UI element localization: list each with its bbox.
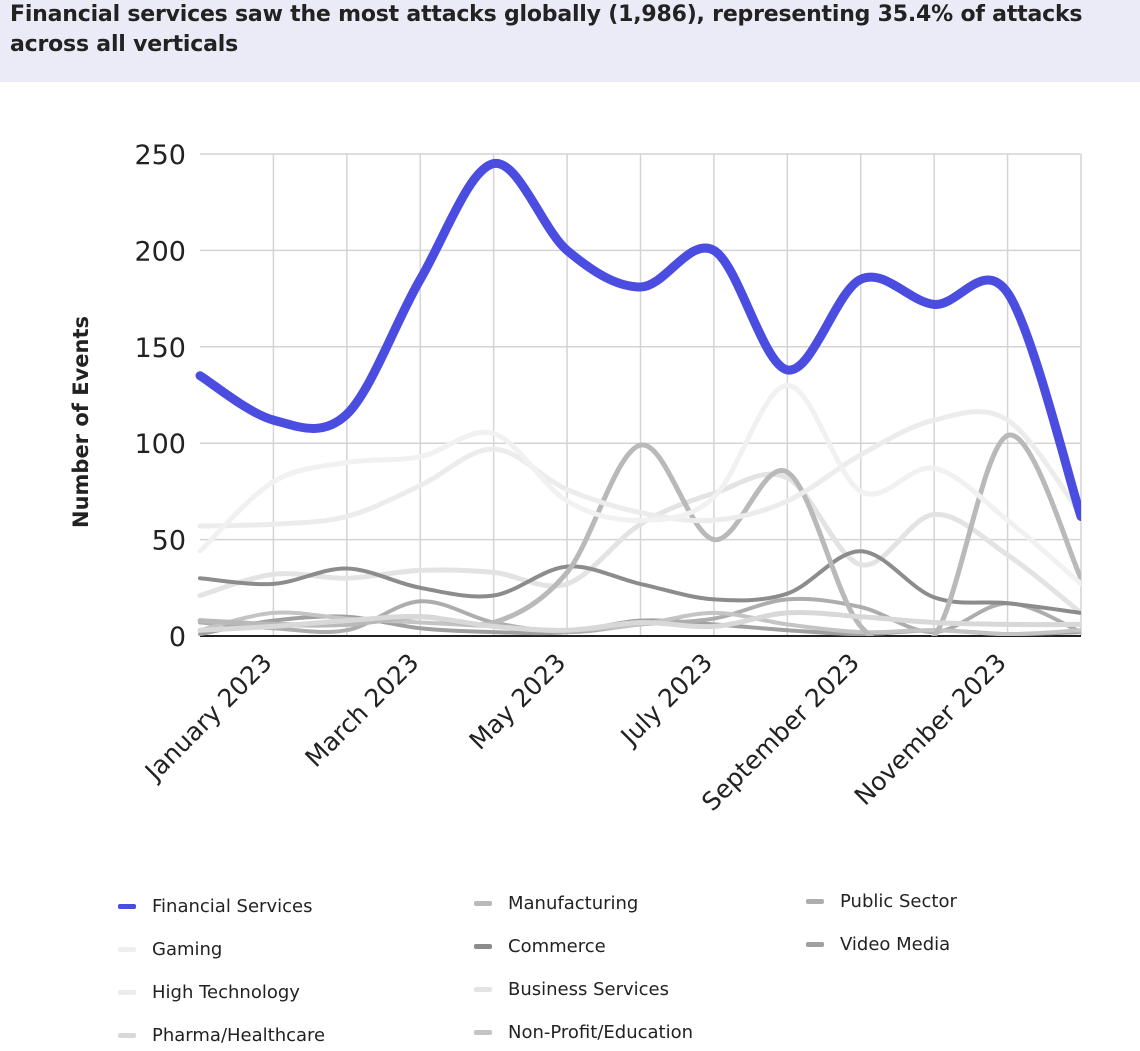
series-line-pharma-healthcare — [197, 610, 1081, 633]
y-tick-label: 150 — [134, 333, 186, 364]
legend-item: Commerce — [474, 931, 606, 961]
x-tick-label: May 2023 — [464, 648, 572, 756]
legend-item: Non-Profit/Education — [474, 1017, 693, 1047]
y-axis-ticks: 0 50 100 150 200 250 — [134, 140, 186, 653]
series-line-financial-services — [195, 159, 1081, 521]
legend: Financial Services Gaming High Technology P… — [0, 880, 1140, 1051]
line-chart: 0 50 100 150 200 250 January 2023 March 2023 Ma… — [69, 140, 1082, 817]
legend-item: Pharma/Healthcare — [118, 1020, 325, 1050]
legend-item: Business Services — [474, 974, 669, 1004]
legend-swatch — [118, 903, 136, 909]
y-tick-label: 250 — [134, 140, 186, 171]
page-title: Financial services saw the most attacks … — [10, 2, 1083, 57]
x-tick-label: July 2023 — [614, 648, 718, 752]
legend-item: Video Media — [806, 929, 950, 959]
grid — [200, 153, 1082, 637]
header-banner: Financial services saw the most attacks … — [0, 0, 1140, 82]
x-tick-label: September 2023 — [696, 648, 865, 817]
series-line-commerce — [198, 549, 1081, 615]
legend-label: Non-Profit/Education — [508, 1021, 694, 1043]
series-lines — [195, 159, 1081, 636]
legend-item: High Technology — [118, 977, 300, 1007]
legend-label: Gaming — [152, 938, 223, 960]
y-tick-label: 100 — [134, 429, 186, 460]
legend-item: Gaming — [118, 934, 222, 964]
legend-label: Business Services — [508, 978, 669, 1000]
legend-swatch — [474, 943, 492, 949]
y-tick-label: 200 — [134, 236, 186, 267]
legend-label: High Technology — [152, 981, 300, 1003]
series-line-business-services — [197, 471, 1081, 616]
legend-label: Video Media — [840, 933, 951, 955]
x-tick-label: March 2023 — [299, 648, 424, 773]
y-axis-label: Number of Events — [69, 316, 93, 528]
legend-swatch — [474, 900, 492, 906]
x-tick-label: November 2023 — [849, 648, 1012, 811]
legend-swatch — [806, 941, 824, 947]
legend-item: Financial Services — [118, 891, 312, 921]
series-line-high-technology — [197, 409, 1081, 529]
legend-swatch — [474, 986, 492, 992]
x-axis-ticks: January 2023 March 2023 May 2023 July 2023S… — [138, 648, 1012, 817]
legend-swatch — [118, 1032, 136, 1038]
legend-swatch — [118, 946, 136, 952]
legend-item: Manufacturing — [474, 888, 638, 918]
legend-label: Financial Services — [152, 895, 313, 917]
x-tick-label: January 2023 — [138, 648, 278, 788]
y-tick-label: 50 — [152, 526, 186, 557]
legend-swatch — [118, 989, 136, 995]
legend-item: Public Sector — [806, 886, 957, 916]
legend-label: Commerce — [508, 935, 606, 957]
legend-label: Public Sector — [840, 890, 957, 912]
legend-label: Pharma/Healthcare — [152, 1024, 326, 1046]
series-line-gaming — [197, 382, 1081, 587]
legend-swatch — [474, 1029, 492, 1035]
y-tick-label: 0 — [169, 622, 186, 653]
legend-swatch — [806, 898, 824, 904]
legend-label: Manufacturing — [508, 892, 639, 914]
